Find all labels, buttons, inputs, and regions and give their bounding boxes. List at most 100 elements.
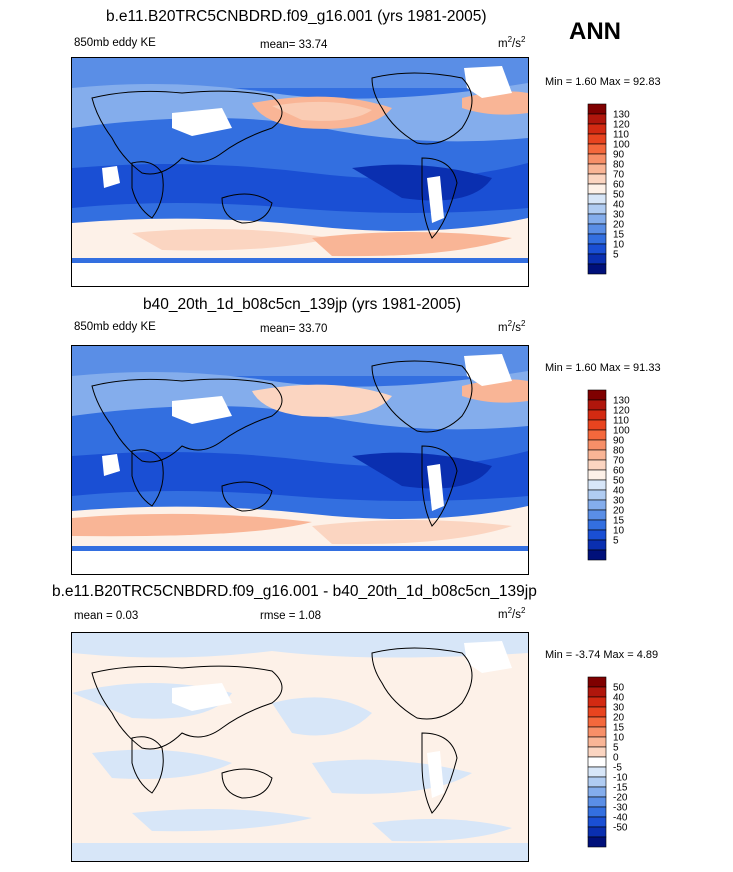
panel-3-colorbar: 50 40 30 20 15 10 5 0 -5 -10 -15 -20 -30 -40 -50 bbox=[587, 676, 717, 861]
colorbar-swatch bbox=[587, 479, 607, 491]
colorbar-swatch bbox=[587, 796, 607, 808]
colorbar-tick-label: 60 bbox=[613, 180, 625, 191]
panel-1-minmax: Min = 1.60 Max = 92.83 bbox=[545, 76, 661, 88]
colorbar-swatch bbox=[587, 243, 607, 255]
colorbar-swatch bbox=[587, 509, 607, 521]
colorbar-tick-label: 5 bbox=[613, 743, 619, 754]
colorbar-tick-label: 120 bbox=[613, 406, 630, 417]
panel-2-units: m2/s2 bbox=[498, 319, 526, 334]
colorbar-swatch bbox=[587, 193, 607, 205]
colorbar-tick-label: 110 bbox=[613, 416, 629, 427]
colorbar-tick-label: 30 bbox=[613, 703, 625, 714]
colorbar-tick-label: -15 bbox=[613, 783, 628, 794]
colorbar-tick-label: 40 bbox=[613, 486, 625, 497]
colorbar-tick-label: 100 bbox=[613, 140, 630, 151]
colorbar-tick-label: 130 bbox=[613, 396, 630, 407]
panel-1-mean-label: mean= 33.74 bbox=[260, 39, 328, 51]
colorbar-swatch bbox=[587, 696, 607, 708]
colorbar-swatch bbox=[587, 766, 607, 778]
colorbar-swatch bbox=[587, 756, 607, 768]
colorbar-tick-label: 40 bbox=[613, 693, 625, 704]
colorbar-tick-label: 5 bbox=[613, 536, 619, 547]
colorbar-swatch bbox=[587, 826, 607, 838]
panel-3-minmax: Min = -3.74 Max = 4.89 bbox=[545, 649, 659, 661]
panel-1-colorbar: 130 120 110 100 90 80 70 60 50 40 30 20 15 10 5 bbox=[587, 103, 717, 288]
colorbar-tick-label: 120 bbox=[613, 120, 630, 131]
colorbar-tick-label: 10 bbox=[613, 526, 625, 537]
panel-3-rmse-label: rmse = 1.08 bbox=[260, 610, 322, 622]
colorbar-swatch bbox=[587, 153, 607, 165]
colorbar-tick-label: 110 bbox=[613, 130, 629, 141]
panel-1-map bbox=[71, 57, 529, 287]
colorbar-swatch bbox=[587, 113, 607, 125]
colorbar-swatch bbox=[587, 459, 607, 471]
colorbar-tick-label: 100 bbox=[613, 426, 630, 437]
colorbar-swatch bbox=[587, 163, 607, 175]
colorbar-tick-label: 30 bbox=[613, 496, 625, 507]
colorbar-tick-label: 50 bbox=[613, 476, 625, 487]
colorbar-swatch bbox=[587, 469, 607, 481]
colorbar-swatch bbox=[587, 776, 607, 788]
colorbar-swatch bbox=[587, 836, 607, 848]
colorbar-swatch bbox=[587, 806, 607, 818]
colorbar-tick-label: 130 bbox=[613, 110, 630, 121]
colorbar-swatch bbox=[587, 686, 607, 698]
colorbar-swatch bbox=[587, 213, 607, 225]
colorbar-swatch bbox=[587, 736, 607, 748]
colorbar-swatch bbox=[587, 203, 607, 215]
colorbar-swatch bbox=[587, 123, 607, 135]
colorbar-tick-label: -40 bbox=[613, 813, 628, 824]
season-label: ANN bbox=[569, 18, 621, 45]
panel-2-left-label: 850mb eddy KE bbox=[74, 321, 156, 333]
panel-1-title: b.e11.B20TRC5CNBDRD.f09_g16.001 (yrs 198… bbox=[106, 8, 487, 25]
colorbar-tick-label: 15 bbox=[613, 230, 625, 241]
colorbar-tick-label: 20 bbox=[613, 220, 625, 231]
colorbar-swatch bbox=[587, 253, 607, 265]
colorbar-swatch bbox=[587, 133, 607, 145]
colorbar-tick-label: 10 bbox=[613, 733, 625, 744]
panel-2-title: b40_20th_1d_b08c5cn_139jp (yrs 1981-2005… bbox=[143, 296, 461, 313]
colorbar-tick-label: 90 bbox=[613, 150, 625, 161]
colorbar-swatch bbox=[587, 183, 607, 195]
colorbar-tick-label: 15 bbox=[613, 516, 625, 527]
colorbar-swatch bbox=[587, 419, 607, 431]
colorbar-swatch bbox=[587, 549, 607, 561]
panel-3-mean-label: mean = 0.03 bbox=[74, 610, 139, 622]
colorbar-swatch bbox=[587, 489, 607, 501]
colorbar-tick-label: 20 bbox=[613, 713, 625, 724]
colorbar-swatch bbox=[587, 539, 607, 551]
panel-3-map bbox=[71, 632, 529, 862]
colorbar-swatch bbox=[587, 263, 607, 275]
colorbar-tick-label: 70 bbox=[613, 456, 625, 467]
colorbar-tick-label: 70 bbox=[613, 170, 625, 181]
colorbar-tick-label: 90 bbox=[613, 436, 625, 447]
colorbar-tick-label: 0 bbox=[613, 753, 619, 764]
colorbar-swatch bbox=[587, 706, 607, 718]
colorbar-tick-label: 10 bbox=[613, 240, 625, 251]
colorbar-swatch bbox=[587, 726, 607, 738]
colorbar-tick-label: 50 bbox=[613, 190, 625, 201]
colorbar-swatch bbox=[587, 449, 607, 461]
panel-2-colorbar: 130 120 110 100 90 80 70 60 50 40 30 20 15 10 5 bbox=[587, 389, 717, 574]
colorbar-swatch bbox=[587, 499, 607, 511]
colorbar-swatch bbox=[587, 389, 607, 401]
colorbar-tick-label: -5 bbox=[613, 763, 622, 774]
colorbar-tick-label: -50 bbox=[613, 823, 628, 834]
colorbar-swatch bbox=[587, 143, 607, 155]
colorbar-swatch bbox=[587, 676, 607, 688]
colorbar-swatch bbox=[587, 399, 607, 411]
colorbar-swatch bbox=[587, 439, 607, 451]
colorbar-tick-label: 80 bbox=[613, 160, 625, 171]
colorbar-tick-label: -20 bbox=[613, 793, 628, 804]
colorbar-swatch bbox=[587, 103, 607, 115]
panel-2-minmax: Min = 1.60 Max = 91.33 bbox=[545, 362, 661, 374]
colorbar-tick-label: 30 bbox=[613, 210, 625, 221]
colorbar-swatch bbox=[587, 529, 607, 541]
colorbar-tick-label: 60 bbox=[613, 466, 625, 477]
panel-2-map bbox=[71, 345, 529, 575]
colorbar-swatch bbox=[587, 223, 607, 235]
colorbar-swatch bbox=[587, 746, 607, 758]
